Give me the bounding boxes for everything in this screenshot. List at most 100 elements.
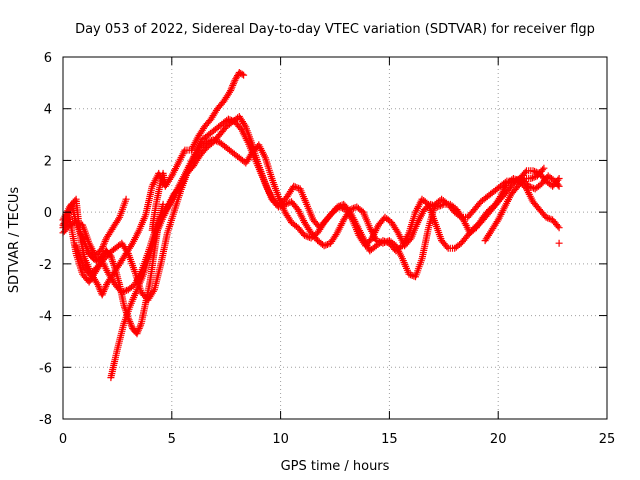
data-point <box>81 239 89 247</box>
data-point <box>84 246 92 254</box>
data-point <box>82 243 90 251</box>
x-axis-label: GPS time / hours <box>281 459 390 474</box>
data-point <box>227 87 235 95</box>
data-point <box>529 174 536 182</box>
data-point <box>63 215 70 223</box>
data-point <box>393 227 401 235</box>
x-tick-label: 15 <box>381 432 398 447</box>
chart-title: Day 053 of 2022, Sidereal Day-to-day VTE… <box>75 22 595 37</box>
data-point <box>161 180 169 188</box>
x-tick-label: 0 <box>59 432 67 447</box>
data-point <box>74 224 82 232</box>
data-point <box>100 241 108 249</box>
data-point <box>98 291 106 299</box>
data-point <box>232 75 240 83</box>
data-point <box>301 231 308 239</box>
data-point <box>76 227 84 235</box>
data-point <box>241 121 249 129</box>
series-track-9 <box>555 239 563 247</box>
data-point <box>99 243 107 251</box>
data-point <box>240 71 248 79</box>
x-tick-label: 20 <box>490 432 507 447</box>
data-point <box>323 241 331 248</box>
series-track-6 <box>59 200 167 338</box>
data-point <box>106 251 114 259</box>
data-point <box>540 164 548 172</box>
data-point <box>509 175 517 182</box>
axis-ticks <box>62 56 608 420</box>
data-point <box>75 225 83 233</box>
data-point <box>230 78 238 86</box>
x-tick-label: 10 <box>272 432 289 447</box>
y-tick-label: -8 <box>39 413 52 428</box>
plot-frame <box>62 56 608 420</box>
data-point <box>125 316 133 324</box>
data-point <box>230 80 237 88</box>
series-track-7 <box>148 169 169 234</box>
data-point <box>123 248 131 256</box>
data-point <box>98 244 106 252</box>
y-tick-label: -4 <box>39 310 52 325</box>
data-point <box>159 200 167 208</box>
data-point <box>555 224 563 232</box>
data-point <box>238 70 246 78</box>
data-point <box>134 326 142 334</box>
data-point <box>227 85 235 93</box>
data-point <box>127 321 135 329</box>
data-point <box>78 232 86 240</box>
data-point <box>456 212 464 220</box>
data-point <box>333 203 341 211</box>
data-point <box>149 287 157 295</box>
data-point <box>555 182 563 190</box>
x-tick-label: 25 <box>599 432 616 447</box>
data-point <box>126 318 134 326</box>
data-point <box>72 219 80 226</box>
series-track-5 <box>59 136 563 304</box>
data-point <box>291 183 299 191</box>
data-point <box>231 76 239 84</box>
data-point <box>513 176 521 184</box>
data-point <box>122 195 130 203</box>
data-point <box>320 242 328 250</box>
data-point <box>124 314 132 322</box>
data-point <box>95 282 102 290</box>
y-tick-label: 0 <box>44 206 52 221</box>
data-point <box>101 237 109 245</box>
series-track-8 <box>481 164 548 245</box>
y-tick-label: 2 <box>44 154 52 169</box>
data-point <box>554 176 562 184</box>
data-point <box>73 220 81 228</box>
data-point <box>60 220 68 227</box>
data-point <box>134 328 142 336</box>
x-tick-label: 5 <box>168 432 176 447</box>
y-tick-label: -6 <box>39 361 52 376</box>
data-point <box>212 137 220 145</box>
data-point <box>443 243 451 251</box>
y-tick-label: 6 <box>44 51 52 66</box>
data-points <box>59 69 563 382</box>
data-point <box>136 323 144 331</box>
data-point <box>79 236 87 244</box>
y-axis-label: SDTVAR / TECUs <box>7 187 22 294</box>
data-point <box>101 284 109 292</box>
data-point <box>545 215 553 223</box>
data-point <box>100 286 108 294</box>
data-point <box>542 213 550 221</box>
data-point <box>209 136 217 144</box>
data-point <box>554 222 562 230</box>
data-point <box>100 287 108 295</box>
data-point <box>519 176 527 184</box>
data-point <box>77 231 85 239</box>
data-point <box>555 239 563 247</box>
y-tick-label: 4 <box>44 103 52 118</box>
series-track-3 <box>107 115 563 382</box>
data-point <box>381 237 388 245</box>
y-tick-label: -2 <box>39 258 52 273</box>
data-point <box>79 234 87 242</box>
y-tick-labels: -8 -6 -4 -2 0 2 4 6 <box>39 51 52 428</box>
data-point <box>115 215 122 223</box>
data-point <box>128 241 135 249</box>
x-tick-labels: 0 5 10 15 20 25 <box>59 432 615 447</box>
data-point <box>229 81 237 89</box>
